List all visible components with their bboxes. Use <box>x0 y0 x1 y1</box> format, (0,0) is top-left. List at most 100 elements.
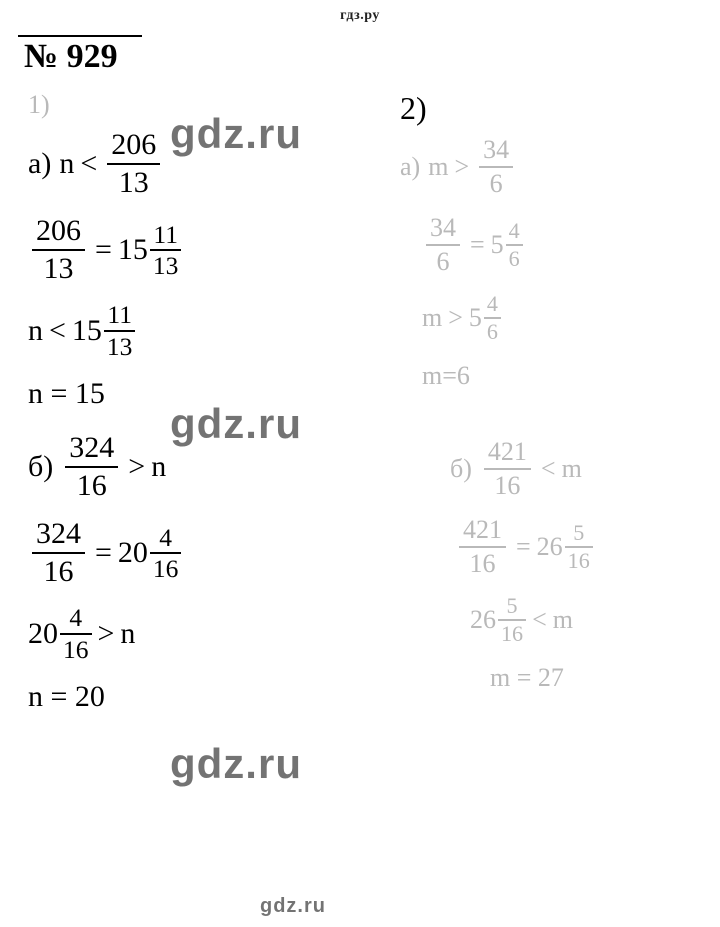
watermark: gdz.ru <box>170 740 302 788</box>
op: < <box>532 605 547 635</box>
var: n <box>59 147 74 181</box>
den: 6 <box>486 168 507 197</box>
column-1: 1) а) n < 206 13 206 13 = 15 11 13 n < <box>28 90 358 732</box>
mnum: 11 <box>150 222 181 250</box>
num: 421 <box>484 439 531 468</box>
mnum: 11 <box>104 302 135 330</box>
den: 13 <box>40 251 78 284</box>
mnum: 4 <box>484 293 501 317</box>
whole: 20 <box>118 536 148 570</box>
op: < <box>541 454 556 484</box>
sub-b-label: б) <box>450 454 472 484</box>
mixed: 5 4 6 <box>491 220 523 270</box>
title-prefix: № <box>24 38 58 75</box>
whole: 5 <box>491 230 504 260</box>
mixed: 20 4 16 <box>118 525 182 582</box>
var: n <box>120 617 135 651</box>
site-header: гдз.ру <box>0 0 720 24</box>
left-a-line1: а) n < 206 13 <box>28 130 358 198</box>
mden: 13 <box>104 332 136 360</box>
whole: 26 <box>537 532 563 562</box>
sub-b-label: б) <box>28 450 53 484</box>
num: 34 <box>479 137 513 166</box>
mden: 6 <box>484 319 501 343</box>
title-number: 929 <box>67 38 118 75</box>
mixed: 20 4 16 <box>28 605 92 662</box>
right-a-line3: m > 5 4 6 <box>422 293 700 343</box>
mixed: 26 5 16 <box>470 595 526 645</box>
sub-a-label: а) <box>400 152 420 182</box>
den: 13 <box>115 165 153 198</box>
den: 16 <box>73 468 111 501</box>
den: 16 <box>466 548 500 577</box>
left-a-line4: n = 15 <box>28 377 358 411</box>
op: < <box>80 147 97 181</box>
mixed: 5 4 6 <box>469 293 501 343</box>
op: > <box>454 152 469 182</box>
right-a-line4: m=6 <box>422 361 700 391</box>
left-b-line4: n = 20 <box>28 680 358 714</box>
whole: 15 <box>118 233 148 267</box>
part-2-label: 2) <box>400 90 700 127</box>
eq: = <box>95 536 112 570</box>
right-b-line2: 421 16 = 26 5 16 <box>455 517 700 577</box>
op: > <box>128 450 145 484</box>
whole: 5 <box>469 303 482 333</box>
den: 16 <box>40 554 78 587</box>
whole: 20 <box>28 617 58 651</box>
eq: = <box>470 230 485 260</box>
whole: 26 <box>470 605 496 635</box>
fraction: 421 16 <box>484 439 531 499</box>
mixed: 26 5 16 <box>537 522 593 572</box>
right-a-line2: 34 6 = 5 4 6 <box>422 215 700 275</box>
mden: 16 <box>60 635 92 663</box>
eq: = <box>516 532 531 562</box>
fraction: 206 13 <box>107 130 160 198</box>
mnum: 4 <box>506 220 523 244</box>
mden: 6 <box>506 246 523 270</box>
part-1-label: 1) <box>28 90 358 120</box>
mnum: 5 <box>504 595 521 619</box>
mnum: 4 <box>156 525 175 553</box>
num: 324 <box>65 433 118 466</box>
var: m <box>553 605 573 635</box>
right-a-line1: а) m > 34 6 <box>400 137 700 197</box>
var: n <box>28 314 43 348</box>
mden: 13 <box>150 251 182 279</box>
op: > <box>98 617 115 651</box>
fraction: 324 16 <box>32 519 85 587</box>
right-b-line4: m = 27 <box>490 663 700 693</box>
left-b-line1: б) 324 16 > n <box>28 433 358 501</box>
mden: 16 <box>150 554 182 582</box>
whole: 15 <box>72 314 102 348</box>
num: 206 <box>107 130 160 163</box>
fraction: 34 6 <box>426 215 460 275</box>
mixed: 15 11 13 <box>72 302 136 359</box>
fraction: 206 13 <box>32 216 85 284</box>
den: 6 <box>433 246 454 275</box>
fraction: 34 6 <box>479 137 513 197</box>
sub-a-label: а) <box>28 147 51 181</box>
var: m <box>422 303 442 333</box>
var: m <box>428 152 448 182</box>
left-a-line2: 206 13 = 15 11 13 <box>28 216 358 284</box>
var: n <box>151 450 166 484</box>
fraction: 324 16 <box>65 433 118 501</box>
op: > <box>448 303 463 333</box>
den: 16 <box>490 470 524 499</box>
var: m <box>562 454 582 484</box>
mden: 16 <box>498 621 526 645</box>
mnum: 5 <box>570 522 587 546</box>
mixed: 15 11 13 <box>118 222 182 279</box>
left-a-line3: n < 15 11 13 <box>28 302 358 359</box>
title-underline <box>18 35 142 37</box>
problem-title: № 929 <box>24 38 118 76</box>
num: 206 <box>32 216 85 249</box>
op: < <box>49 314 66 348</box>
num: 34 <box>426 215 460 244</box>
num: 421 <box>459 517 506 546</box>
mden: 16 <box>565 548 593 572</box>
right-b-line3: 26 5 16 < m <box>470 595 700 645</box>
right-b-line1: б) 421 16 < m <box>450 439 700 499</box>
left-b-line3: 20 4 16 > n <box>28 605 358 662</box>
